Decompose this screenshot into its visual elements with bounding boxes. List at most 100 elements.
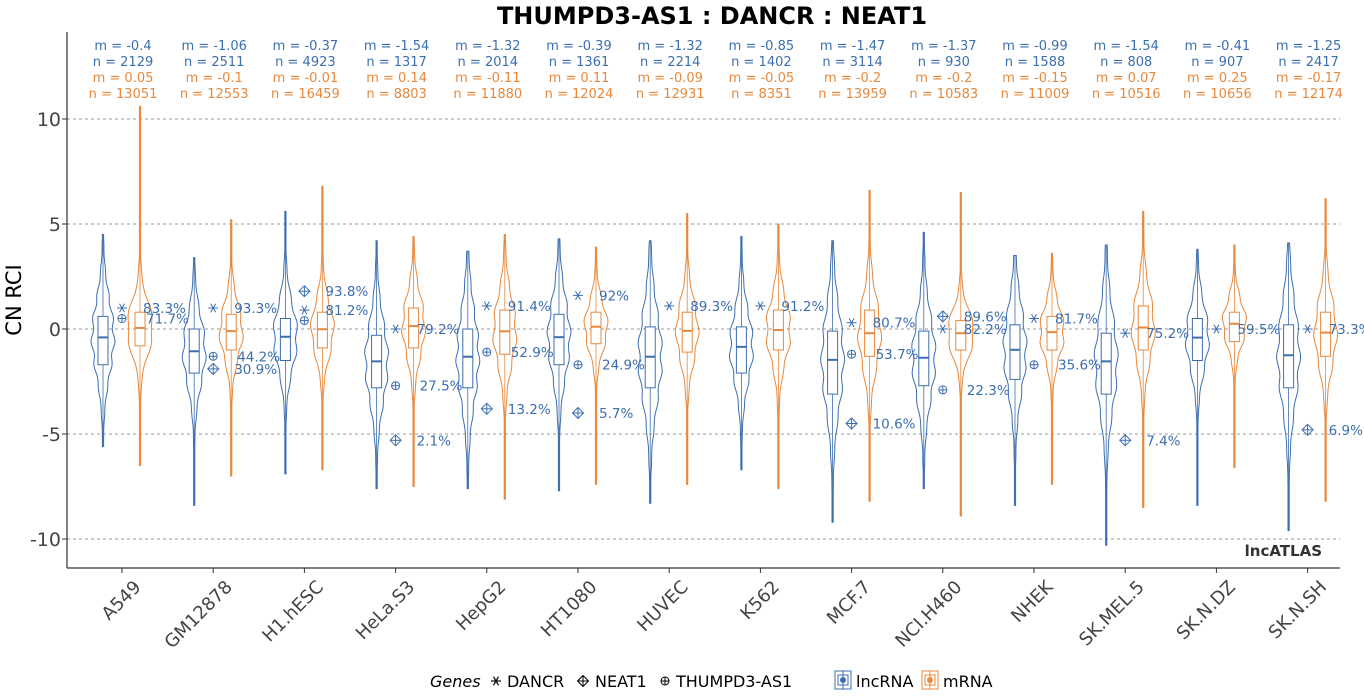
gene-percent-label: 24.9% [602, 358, 645, 374]
gene-percent-label: 82.2% [964, 322, 1007, 338]
brand-label: lncATLAS [1245, 542, 1322, 560]
grid-lines [67, 118, 1340, 540]
y-tick-labels: -10 -5 0 5 10 [30, 109, 67, 551]
violin-shape [1221, 244, 1247, 469]
axes [66, 32, 1340, 569]
gene-percent-label: 13.2% [508, 402, 551, 418]
stat-m-label: m = -0.17 [1276, 71, 1341, 86]
violin-shape [820, 240, 846, 523]
stat-m-label: m = -0.01 [273, 71, 338, 86]
violin-shape [728, 236, 754, 471]
box-rect [1046, 315, 1058, 351]
gene-percent-label: 10.6% [873, 417, 916, 433]
stat-m-label: m = -1.54 [364, 39, 429, 54]
gene-percent-label: 71.7% [146, 312, 189, 328]
violin-shape [637, 240, 663, 504]
gene-marker-dancr [1211, 324, 1222, 334]
gene-marker-dancr [664, 301, 675, 311]
x-tick-label: HT1080 [537, 577, 602, 642]
gene-marker-dancr [846, 318, 857, 328]
gene-percent-label: 81.2% [325, 303, 368, 319]
stat-n-label: n = 4923 [275, 55, 335, 70]
gene-percent-label: 5.7% [599, 406, 633, 422]
circle-plus-icon [576, 674, 590, 688]
gene-percent-label: 52.9% [511, 345, 554, 361]
x-tick-label: NCI.H460 [891, 577, 966, 652]
gene-percent-label: 59.5% [1237, 322, 1280, 338]
gene-marker-neat1 [845, 417, 858, 430]
box-rect [1320, 311, 1332, 357]
x-tick-label: H1.hESC [258, 577, 328, 647]
stat-m-label: m = -1.47 [820, 39, 885, 54]
gene-marker-dancr [390, 324, 401, 334]
violin-shape [1130, 210, 1156, 508]
gene-percent-label: 27.5% [420, 379, 463, 395]
gene-marker-neat1 [1301, 423, 1314, 437]
x-tick-label: SK.N.SH [1265, 577, 1332, 644]
gene-percent-label: 2.1% [417, 433, 451, 449]
box-rect [1283, 324, 1295, 389]
stat-n-label: n = 808 [1100, 55, 1152, 70]
gene-percent-label: 92% [599, 288, 629, 304]
asterisk-icon [491, 676, 501, 686]
gene-marker-dancr [1029, 313, 1039, 324]
violin-shape [1276, 242, 1302, 532]
stat-n-label: n = 12174 [1274, 87, 1343, 102]
y-tick-label: -5 [42, 424, 61, 446]
violin-shape [1039, 252, 1065, 485]
stat-n-label: n = 13959 [818, 87, 887, 102]
stat-n-label: n = 1317 [366, 55, 426, 70]
stat-m-label: m = 0.25 [1187, 71, 1248, 86]
gene-marker-thumpd3-as1 [482, 347, 492, 357]
gene-marker-neat1 [1118, 434, 1132, 447]
gene-percent-label: 89.3% [690, 299, 733, 315]
stat-m-label: m = 0.07 [1096, 71, 1157, 86]
gene-marker-thumpd3-as1 [847, 349, 857, 359]
gene-marker-thumpd3-as1 [117, 314, 127, 323]
box-rect [955, 320, 967, 351]
stat-m-label: m = -1.25 [1276, 39, 1341, 54]
stat-m-label: m = -0.1 [186, 71, 243, 86]
violin-shape [546, 238, 572, 492]
gene-marker-thumpd3-as1 [391, 381, 401, 391]
gene-marker-neat1 [480, 402, 494, 416]
stat-m-label: m = -0.2 [824, 71, 881, 86]
stat-m-label: m = -0.37 [273, 39, 338, 54]
violin-shape [218, 219, 244, 477]
stat-m-label: m = -1.32 [455, 39, 520, 54]
stat-m-label: m = 0.05 [93, 71, 154, 86]
box-rect [462, 328, 474, 389]
gene-percent-label: 22.3% [967, 383, 1010, 399]
stat-m-label: m = -0.15 [1002, 71, 1067, 86]
box-rect [134, 311, 146, 347]
legend-class-lncrna: lncRNA [856, 672, 913, 691]
stat-n-label: n = 2214 [640, 55, 700, 70]
gene-percent-label: 91.2% [781, 299, 824, 315]
violin-shape [1002, 255, 1028, 506]
box-rect [553, 313, 565, 366]
stat-m-label: m = 0.11 [549, 71, 610, 86]
gene-percent-label: 81.7% [1055, 312, 1098, 328]
box-rect [1100, 332, 1112, 395]
box-rect [735, 326, 747, 374]
stat-n-label: n = 930 [918, 55, 970, 70]
lncrna-key-icon [834, 670, 852, 690]
gene-marker-thumpd3-as1 [1029, 360, 1039, 370]
gene-marker-thumpd3-as1 [938, 385, 948, 395]
box-rect [590, 311, 602, 345]
gene-percent-label: 93.3% [234, 301, 277, 317]
gene-marker-dancr [755, 301, 766, 311]
violin-shape [364, 240, 390, 490]
stat-m-label: m = 0.14 [366, 71, 427, 86]
x-tick-label: K562 [736, 577, 783, 624]
stat-m-label: m = -1.54 [1093, 39, 1158, 54]
gene-marker-dancr [481, 301, 492, 311]
x-tick-label: A549 [98, 577, 146, 625]
gene-marker-dancr [117, 303, 127, 313]
stat-n-label: n = 13051 [89, 87, 158, 102]
box-rect [279, 318, 291, 361]
gene-marker-dancr [1302, 324, 1313, 334]
y-tick-label: 5 [49, 214, 61, 236]
gene-marker-thumpd3-as1 [573, 360, 583, 370]
